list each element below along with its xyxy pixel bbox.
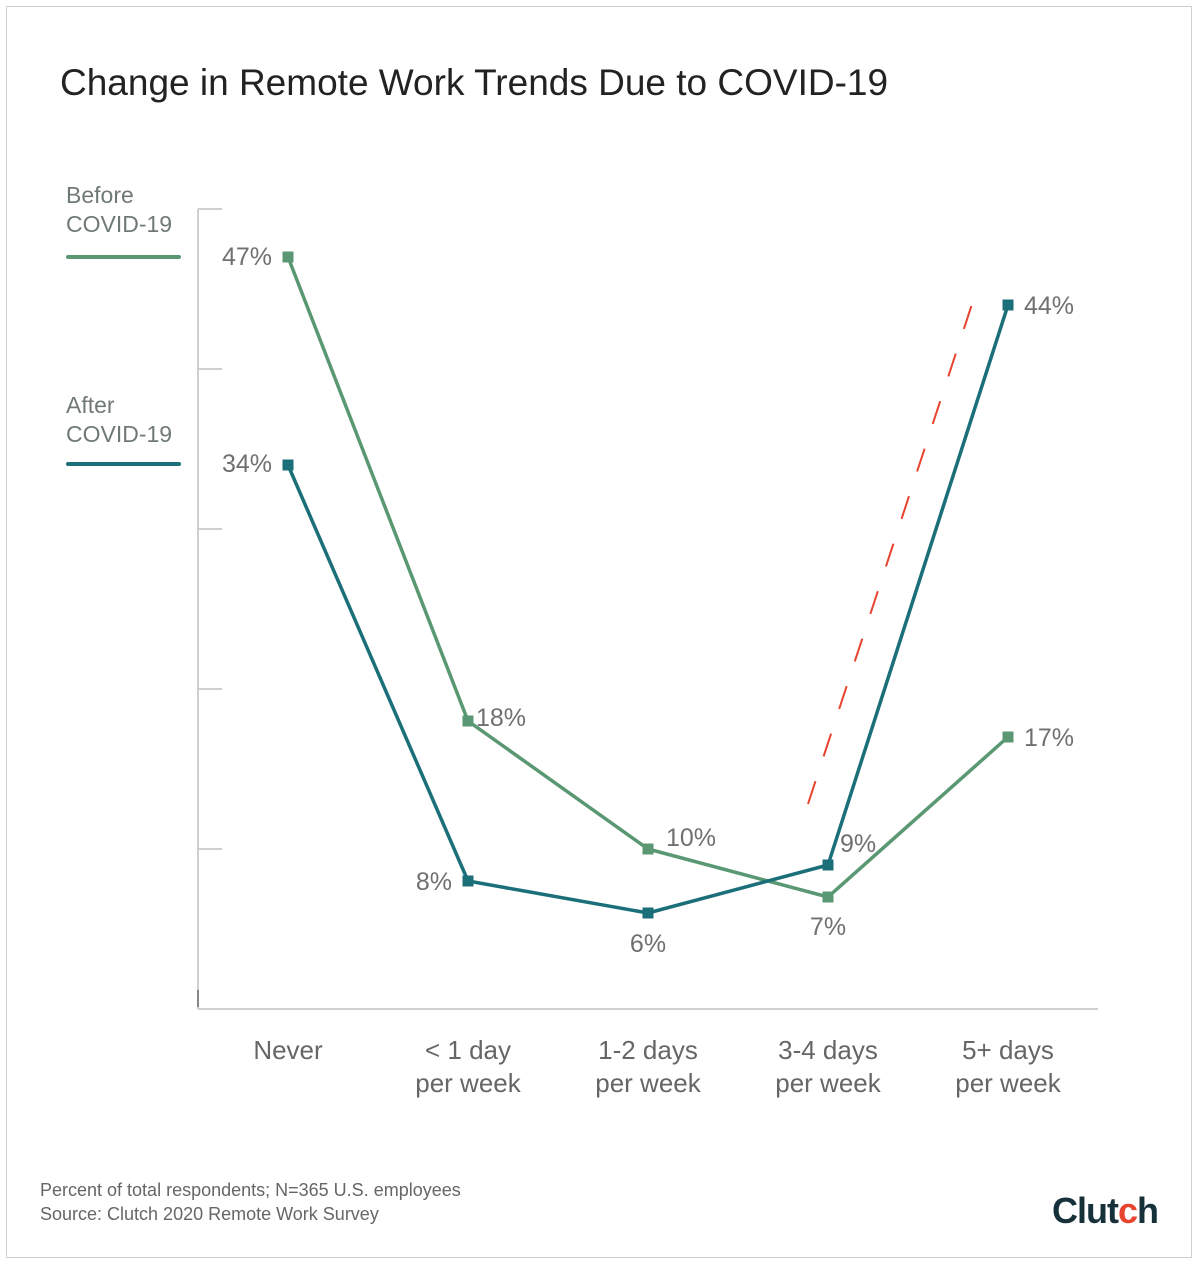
legend-before-swatch (66, 255, 181, 259)
series-after-marker (1002, 299, 1014, 311)
x-tick-label: per week (775, 1068, 881, 1098)
series-after-marker (822, 859, 834, 871)
series-after-line (286, 304, 1010, 915)
series-before-line (286, 256, 1010, 899)
data-label-after: 6% (630, 930, 666, 958)
series-before-marker (282, 251, 294, 263)
x-tick-label: per week (955, 1068, 1061, 1098)
legend-after-label: After COVID-19 (66, 391, 172, 449)
data-label-after: 44% (1024, 292, 1074, 320)
x-tick-label: per week (415, 1068, 521, 1098)
x-tick-label: 1-2 days (598, 1035, 698, 1065)
data-label-before: 17% (1024, 724, 1074, 752)
chart-frame (6, 6, 1192, 1258)
logo-text-dot: c (1117, 1190, 1138, 1231)
x-tick-label: Never (253, 1035, 323, 1065)
x-tick-label: 5+ days (962, 1035, 1054, 1065)
clutch-logo: Clutch (1052, 1190, 1159, 1232)
series-after-marker (462, 875, 474, 887)
chart-title: Change in Remote Work Trends Due to COVI… (60, 62, 889, 103)
x-tick-label: 3-4 days (778, 1035, 878, 1065)
x-tick-label: < 1 day (425, 1035, 511, 1065)
footnote-note: Percent of total respondents; N=365 U.S.… (40, 1180, 461, 1200)
series-before-marker (462, 715, 474, 727)
data-label-after: 34% (222, 450, 272, 478)
logo-text-b: h (1137, 1190, 1159, 1231)
legend-before-line1: Before (66, 182, 134, 208)
legend-after-line2: COVID-19 (66, 421, 173, 447)
legend-before-line2: COVID-19 (66, 211, 173, 237)
data-label-after: 8% (416, 868, 452, 896)
data-label-after: 9% (840, 830, 876, 858)
data-label-before: 47% (222, 243, 272, 271)
footnote-source: Source: Clutch 2020 Remote Work Survey (40, 1204, 379, 1224)
legend-after-swatch (66, 462, 181, 466)
data-label-before: 7% (810, 913, 846, 941)
series-before-marker (822, 891, 834, 903)
legend-before-label: Before COVID-19 (66, 181, 172, 239)
legend-after-line1: After (66, 392, 115, 418)
x-tick-label: per week (595, 1068, 701, 1098)
data-label-before: 10% (666, 824, 716, 852)
data-label-before: 18% (476, 704, 526, 732)
series-after-marker (642, 907, 654, 919)
series-before-marker (642, 843, 654, 855)
series-after-marker (282, 459, 294, 471)
logo-text-a: Clut (1052, 1190, 1119, 1231)
series-before-marker (1002, 731, 1014, 743)
trend-arrow (807, 291, 977, 805)
